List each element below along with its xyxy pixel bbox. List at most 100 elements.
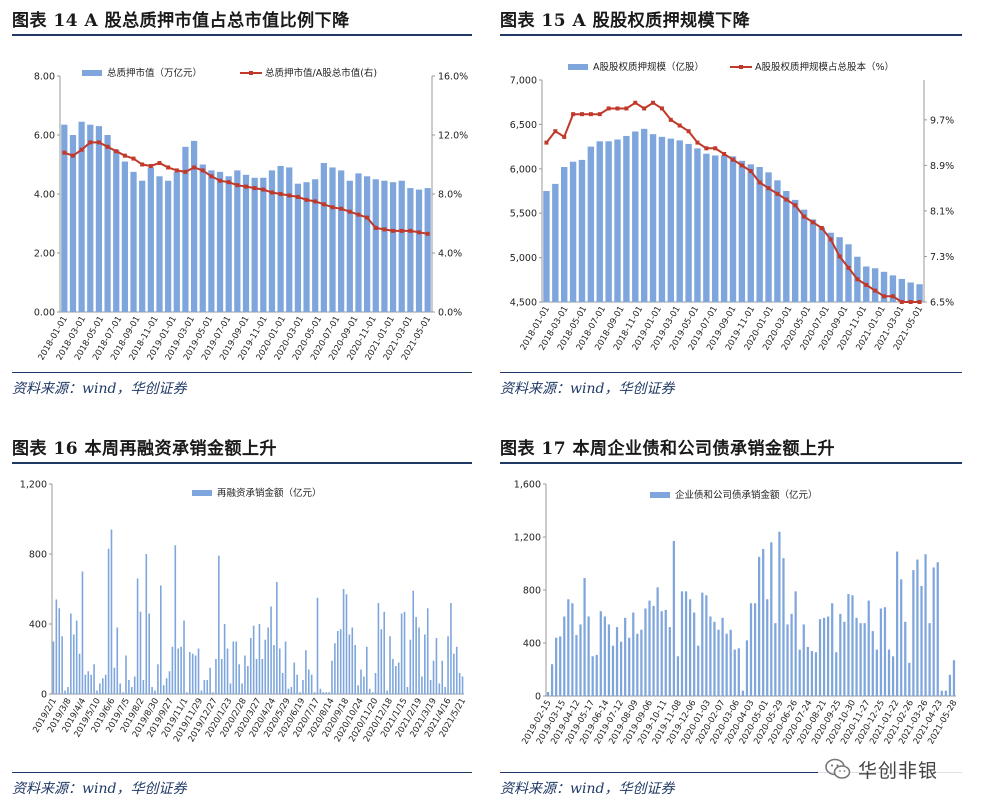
bar	[579, 624, 582, 696]
bar	[818, 227, 826, 302]
line-point	[382, 227, 387, 232]
line-point	[544, 140, 549, 145]
bar	[676, 140, 683, 302]
bar	[421, 676, 423, 694]
bar	[684, 591, 688, 696]
source-divider	[500, 372, 962, 373]
line-point	[391, 228, 396, 233]
bar	[284, 641, 287, 694]
bar	[790, 613, 793, 696]
chart-title: 图表 17 本周企业债和公司债承销金额上升	[500, 439, 835, 459]
bar	[668, 627, 671, 696]
bar	[225, 176, 232, 312]
bar	[241, 683, 243, 694]
title-divider	[12, 462, 472, 464]
bar	[294, 183, 302, 312]
bar	[338, 170, 345, 312]
bar	[191, 653, 194, 694]
bar	[139, 611, 142, 694]
bar	[948, 674, 952, 696]
bar	[299, 692, 301, 694]
bar	[680, 591, 684, 696]
line-point	[62, 150, 67, 155]
bar	[268, 170, 276, 312]
bar	[61, 124, 68, 312]
bar	[543, 191, 550, 302]
line-point	[882, 294, 887, 299]
wechat-icon	[825, 758, 851, 779]
y-tick-label: 1,600	[514, 480, 541, 491]
bar	[859, 623, 862, 696]
bar	[197, 648, 200, 694]
line-point	[553, 129, 558, 134]
bar	[765, 172, 772, 302]
line-point	[908, 300, 913, 304]
line-point	[864, 282, 869, 287]
bar	[113, 667, 116, 694]
line-point	[70, 153, 75, 158]
bar	[372, 179, 379, 312]
bar	[632, 131, 639, 302]
legend-swatch-bar	[82, 70, 102, 76]
bar	[273, 645, 275, 694]
bar	[636, 633, 639, 696]
bar	[389, 182, 397, 312]
line-point	[917, 300, 922, 304]
bar	[290, 687, 293, 694]
bar	[78, 653, 81, 694]
bar	[924, 554, 927, 696]
bar	[397, 662, 400, 694]
bar	[628, 637, 631, 696]
y-tick-label: 800	[29, 550, 47, 561]
bar	[190, 140, 198, 312]
bar	[87, 671, 90, 694]
bar	[904, 621, 907, 696]
bar	[851, 595, 854, 696]
bar	[863, 623, 866, 696]
bar	[293, 662, 296, 694]
bar	[591, 656, 594, 696]
line-point	[408, 228, 413, 233]
bar	[883, 607, 887, 696]
line-point	[261, 187, 266, 192]
bar	[61, 636, 63, 694]
bar	[701, 592, 704, 696]
bar	[168, 671, 171, 694]
source-divider	[500, 772, 962, 773]
bar	[400, 613, 403, 694]
bar	[737, 648, 740, 696]
bar	[656, 587, 659, 696]
bar	[667, 138, 675, 302]
bar	[632, 612, 635, 696]
bar	[316, 597, 319, 694]
line-point	[659, 106, 664, 111]
chart-pledge-market-value: 0.00 2.00 4.00 6.00 8.00 0.0% 4.0% 8.0% 12.0% 16.…	[34, 67, 468, 362]
bar	[128, 680, 130, 694]
bar	[355, 173, 362, 312]
y-tick-label: 400	[523, 639, 541, 650]
line-point	[140, 162, 145, 167]
bar	[567, 599, 570, 696]
bar	[154, 690, 156, 694]
bar	[827, 616, 830, 696]
legend-label: A股股权质押规模（亿股）	[593, 61, 704, 73]
bar	[116, 627, 119, 694]
line-point	[148, 163, 153, 168]
y2-tick-label: 8.9%	[930, 161, 954, 172]
bar	[296, 674, 298, 694]
y-tick-label: 0	[535, 692, 541, 703]
panel-chart-14: 图表 14 A 股总质押市值占总市值比例下降 0.00 2.00 4.00 6.00 8…	[12, 6, 472, 406]
bar	[712, 155, 719, 302]
bar	[814, 652, 818, 696]
line-point	[633, 100, 638, 105]
bar	[145, 554, 148, 694]
bar	[200, 690, 203, 694]
bar	[75, 620, 78, 694]
bar	[218, 555, 220, 694]
bar	[72, 634, 75, 694]
y-tick-label: 7,000	[510, 76, 537, 87]
bar	[871, 631, 874, 696]
chart-corporate-bond-underwriting: 04008001,2001,6002019-02-152019-03-15201…	[514, 480, 960, 747]
line-point	[209, 174, 214, 179]
bar	[147, 167, 154, 312]
